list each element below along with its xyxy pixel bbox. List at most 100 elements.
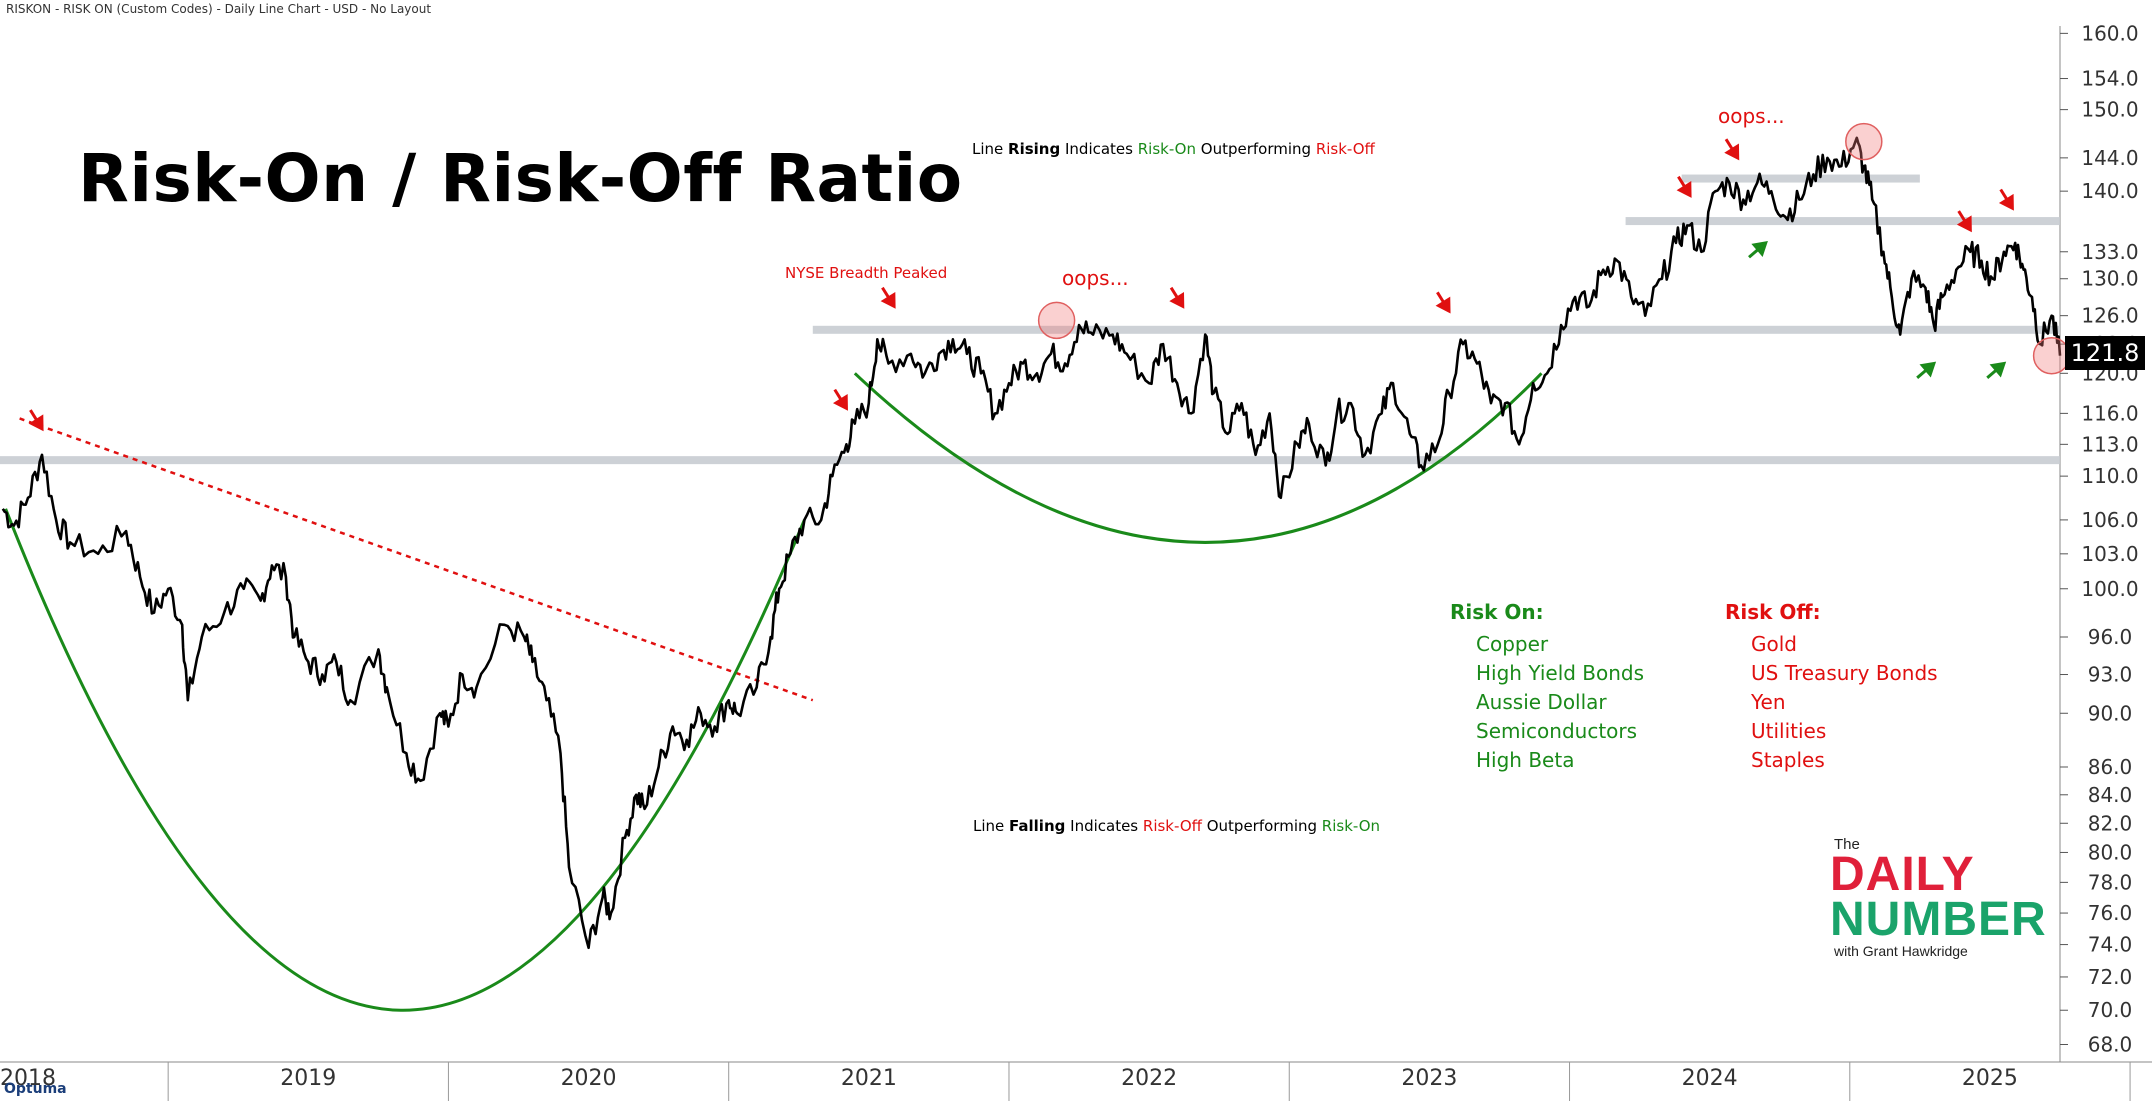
note-rising: Line Rising Indicates Risk-On Outperform… bbox=[972, 140, 1375, 158]
red-arrow bbox=[832, 388, 848, 411]
y-tick-label: 144.0 bbox=[2081, 146, 2138, 170]
horizontal-level-band bbox=[1625, 217, 2060, 226]
y-tick-label: 86.0 bbox=[2088, 755, 2133, 779]
highlight-circle bbox=[1845, 122, 1883, 161]
y-tick-label: 76.0 bbox=[2088, 901, 2133, 925]
legend-risk-off-title: Risk Off: bbox=[1725, 600, 1821, 624]
y-tick-label: 140.0 bbox=[2081, 179, 2138, 203]
y-tick-label: 154.0 bbox=[2081, 67, 2138, 91]
chart-title: Risk-On / Risk-Off Ratio bbox=[78, 140, 963, 217]
logo-number: NUMBER bbox=[1830, 893, 2047, 946]
legend-risk-off: Risk Off: Gold US Treasury Bonds Yen Uti… bbox=[1725, 600, 1938, 775]
horizontal-level-band bbox=[0, 456, 2060, 465]
riskon-series-line bbox=[1, 136, 2062, 950]
y-tick-label: 80.0 bbox=[2088, 840, 2133, 864]
x-tick-label: 2019 bbox=[280, 1066, 336, 1091]
oops-label: oops... bbox=[1718, 104, 1785, 128]
highlight-circle bbox=[1037, 301, 1076, 340]
daily-number-logo: The DAILY NUMBER with Grant Hawkridge bbox=[1830, 836, 2060, 959]
y-tick-label: 150.0 bbox=[2081, 98, 2138, 122]
y-tick-label: 72.0 bbox=[2088, 965, 2133, 989]
x-tick-label: 2025 bbox=[1962, 1066, 2018, 1091]
annotation-shapes bbox=[4, 372, 1543, 1012]
x-tick-label: 2022 bbox=[1121, 1066, 1177, 1091]
annotation-marks bbox=[28, 122, 2071, 432]
logo-the: The bbox=[1834, 836, 1860, 853]
y-tick-label: 113.0 bbox=[2081, 432, 2138, 456]
logo-subtitle: with Grant Hawkridge bbox=[1834, 943, 1968, 959]
note-rising-off: Risk-Off bbox=[1315, 140, 1375, 158]
legend-item: High Beta bbox=[1476, 748, 1575, 772]
logo-daily: DAILY bbox=[1830, 848, 1975, 901]
support-resistance-bands bbox=[0, 174, 2061, 465]
y-tick-label: 82.0 bbox=[2088, 811, 2133, 835]
note-falling-on: Risk-On bbox=[1321, 817, 1381, 835]
note-falling-mid2: Outperforming bbox=[1201, 817, 1322, 835]
y-tick-label: 103.0 bbox=[2081, 542, 2138, 566]
y-tick-label: 78.0 bbox=[2088, 870, 2133, 894]
y-tick-label: 70.0 bbox=[2088, 998, 2133, 1022]
red-arrow bbox=[1435, 291, 1451, 314]
note-falling: Line Falling Indicates Risk-Off Outperfo… bbox=[973, 817, 1380, 835]
note-rising-mid2: Outperforming bbox=[1196, 140, 1316, 158]
oops-label: oops... bbox=[1062, 266, 1129, 290]
legend-risk-on: Risk On: Copper High Yield Bonds Aussie … bbox=[1450, 600, 1644, 775]
y-tick-label: 90.0 bbox=[2088, 701, 2133, 725]
cup-arc bbox=[4, 508, 806, 1012]
downtrend-line bbox=[19, 417, 814, 702]
note-rising-bold: Rising bbox=[1008, 140, 1061, 158]
note-falling-off: Risk-Off bbox=[1142, 817, 1202, 835]
price-line bbox=[1, 136, 2062, 950]
note-falling-bold: Falling bbox=[1009, 817, 1066, 835]
note-rising-on: Risk-On bbox=[1137, 140, 1196, 158]
current-price-badge: 121.8 bbox=[2065, 336, 2145, 370]
x-tick-label: 2023 bbox=[1401, 1066, 1457, 1091]
y-tick-label: 133.0 bbox=[2081, 240, 2138, 264]
optuma-brand: Optuma bbox=[4, 1081, 67, 1097]
red-arrow bbox=[1956, 210, 1972, 233]
y-tick-label: 84.0 bbox=[2088, 783, 2133, 807]
legend-risk-on-title: Risk On: bbox=[1450, 600, 1544, 624]
y-tick-label: 96.0 bbox=[2088, 625, 2133, 649]
y-tick-label: 106.0 bbox=[2081, 508, 2138, 532]
x-tick-label: 2018 bbox=[0, 1066, 56, 1091]
x-tick-label: 2020 bbox=[561, 1066, 617, 1091]
y-tick-label: 110.0 bbox=[2081, 464, 2138, 488]
red-arrow bbox=[1169, 286, 1185, 309]
legend-item: Gold bbox=[1751, 632, 1797, 656]
note-rising-mid: Indicates bbox=[1060, 140, 1138, 158]
cup-arc bbox=[853, 372, 1543, 544]
legend-item: High Yield Bonds bbox=[1476, 661, 1645, 685]
note-rising-pre: Line bbox=[972, 140, 1009, 158]
axes: 68.0 70.0 72.0 74.0 76.0 78.0 80.0 82.0 84.0 86.0… bbox=[0, 21, 2152, 1101]
y-tick-label: 130.0 bbox=[2081, 267, 2138, 291]
legend-item: Yen bbox=[1751, 690, 1786, 714]
horizontal-level-band bbox=[812, 325, 2061, 334]
y-tick-label: 93.0 bbox=[2088, 663, 2133, 687]
chart-header: RISKON - RISK ON (Custom Codes) - Daily … bbox=[6, 2, 432, 16]
y-tick-label: 74.0 bbox=[2088, 933, 2133, 957]
note-falling-pre: Line bbox=[973, 817, 1010, 835]
legend-item: Semiconductors bbox=[1476, 719, 1638, 743]
red-arrow bbox=[28, 409, 44, 432]
legend-item: Utilities bbox=[1751, 719, 1827, 743]
red-arrow bbox=[1676, 175, 1692, 198]
y-tick-label: 116.0 bbox=[2081, 401, 2138, 425]
red-arrow bbox=[1724, 138, 1740, 161]
legend-item: US Treasury Bonds bbox=[1751, 661, 1938, 685]
horizontal-level-band bbox=[1681, 174, 1920, 183]
green-arrow bbox=[1916, 361, 1937, 379]
y-tick-label: 160.0 bbox=[2081, 21, 2138, 45]
y-tick-label: 68.0 bbox=[2088, 1032, 2133, 1056]
red-arrow bbox=[880, 286, 896, 309]
legend-item: Aussie Dollar bbox=[1476, 690, 1607, 714]
green-arrow bbox=[1986, 361, 2007, 379]
note-falling-mid: Indicates bbox=[1065, 817, 1143, 835]
nyse-breadth-label: NYSE Breadth Peaked bbox=[785, 264, 948, 282]
red-arrow bbox=[1998, 188, 2014, 211]
x-tick-label: 2024 bbox=[1682, 1066, 1738, 1091]
y-tick-label: 100.0 bbox=[2081, 577, 2138, 601]
y-tick-label: 126.0 bbox=[2081, 304, 2138, 328]
green-arrow bbox=[1748, 241, 1768, 259]
